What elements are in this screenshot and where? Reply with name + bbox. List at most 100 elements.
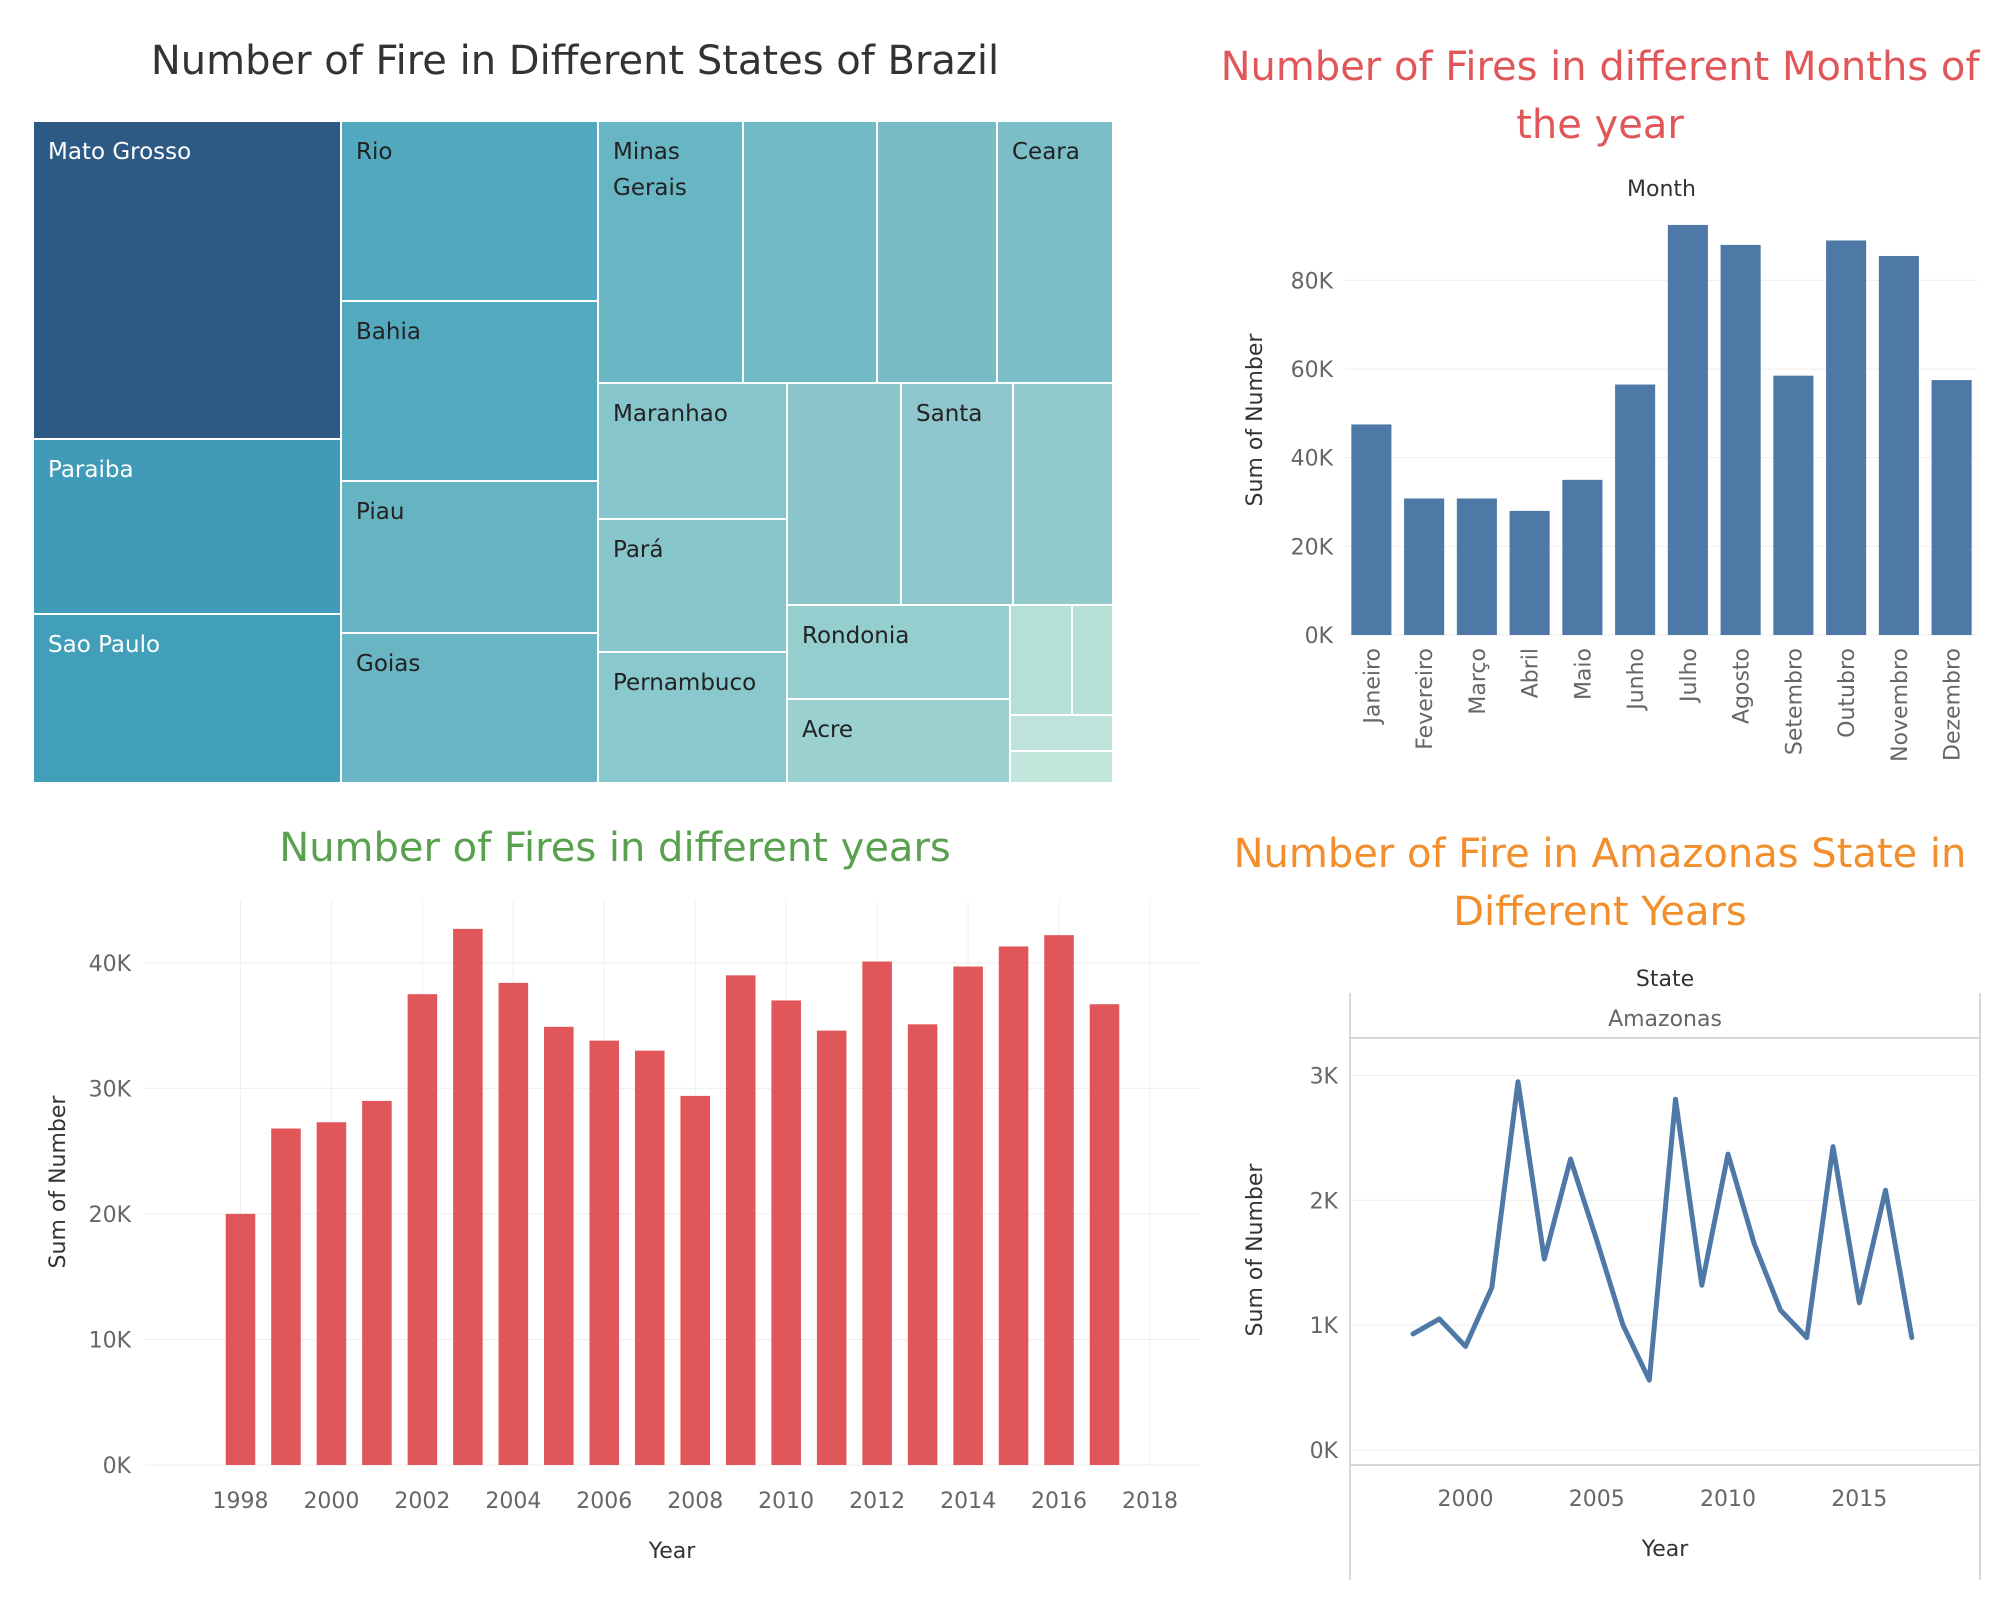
years-bar (225, 1213, 256, 1465)
treemap-cell (1071, 604, 1114, 716)
years-xlabel: Year (648, 1539, 697, 1564)
months-chart-title: Number of Fires in different Months of t… (1220, 44, 1980, 148)
treemap-cell (876, 120, 998, 384)
years-bar (544, 1026, 574, 1465)
amazonas-ytick-label: 1K (1310, 1314, 1339, 1339)
months-xtick-label: Dezembro (1941, 648, 1966, 761)
months-ytick-label: 20K (1291, 535, 1334, 560)
months-xtick-label: Outubro (1835, 648, 1860, 738)
treemap-label: Minas Gerais (613, 139, 687, 201)
treemap-label: Rondonia (802, 623, 909, 649)
amazonas-ylabel: Sum of Number (1243, 1163, 1268, 1337)
months-ytick-label: 40K (1291, 447, 1334, 472)
treemap-label: Pernambuco (613, 670, 756, 696)
months-bar (1878, 255, 1919, 636)
treemap-label: Piau (356, 499, 404, 525)
treemap-label: Sao Paulo (48, 632, 160, 658)
years-xtick-label: 2004 (485, 1489, 541, 1514)
years-bar (680, 1095, 711, 1465)
years-ytick-label: 20K (89, 1203, 132, 1228)
months-ylabel: Sum of Number (1243, 333, 1268, 507)
months-bar (1720, 244, 1761, 635)
amazonas-panel-label: Amazonas (1608, 1007, 1722, 1032)
years-bar (953, 966, 983, 1465)
months-xtick-label: Julho (1677, 648, 1702, 704)
treemap-cell (597, 518, 788, 653)
months-bar (1931, 380, 1972, 635)
years-ylabel: Sum of Number (46, 1095, 71, 1269)
months-chart: Month 0K 20K 40K 60K 80K Janeiro Fevereiro Março… (1243, 177, 1978, 762)
treemap-label: Pará (613, 537, 663, 563)
treemap-cell (597, 382, 788, 520)
years-bar (271, 1128, 301, 1465)
months-ytick-label: 0K (1305, 624, 1334, 649)
years-xtick-label: 2006 (576, 1489, 632, 1514)
treemap-cell (1009, 604, 1073, 716)
years-bar (362, 1100, 392, 1465)
years-bar (725, 975, 756, 1465)
years-bar (862, 961, 892, 1465)
months-bar (1773, 375, 1814, 635)
treemap-cell (786, 698, 1011, 784)
years-bar (1044, 935, 1074, 1465)
years-bar (998, 946, 1029, 1465)
amazonas-xlabel: Year (1641, 1537, 1690, 1562)
treemap-label-line: Minas (613, 139, 680, 165)
months-bar (1456, 498, 1497, 635)
treemap-cell (32, 120, 342, 440)
years-xtick-label: 2014 (940, 1489, 996, 1514)
treemap-cell (1009, 750, 1114, 784)
years-bar (816, 1030, 847, 1465)
treemap-label: Rio (356, 139, 392, 165)
treemap-label: Bahia (356, 319, 421, 345)
amazonas-ytick-label: 2K (1310, 1189, 1339, 1214)
treemap-cell (1012, 382, 1114, 606)
treemap-cell (786, 604, 1011, 700)
years-bar (589, 1040, 620, 1465)
months-xtick-label: Fevereiro (1413, 648, 1438, 750)
months-xtick-label: Setembro (1782, 648, 1807, 755)
years-ytick-label: 10K (89, 1328, 132, 1353)
treemap-cell (340, 632, 599, 784)
amazonas-xtick-label: 2015 (1831, 1487, 1887, 1512)
years-bar (498, 982, 529, 1465)
months-bar (1509, 510, 1550, 635)
months-xtick-label: Janeiro (1360, 648, 1385, 726)
years-xtick-label: 2008 (667, 1489, 723, 1514)
years-chart: 1998 2000 2002 2004 2006 2008 2010 2012 2014 2016… (46, 900, 1200, 1564)
amazonas-ytick-label: 3K (1310, 1064, 1339, 1089)
months-bar (1667, 224, 1708, 635)
years-bar (453, 928, 483, 1465)
years-xtick-label: 2010 (758, 1489, 814, 1514)
treemap-cell (340, 300, 599, 482)
months-bar (1562, 479, 1603, 635)
years-bar (1089, 1004, 1120, 1465)
years-chart-title: Number of Fires in different years (279, 825, 951, 871)
months-xtick-label: Abril (1519, 648, 1544, 698)
months-xtick-label: Maio (1571, 648, 1596, 700)
months-bar (1615, 384, 1656, 635)
years-bar (771, 1000, 801, 1465)
years-ytick-label: 40K (89, 952, 132, 977)
amazonas-chart-title: Number of Fire in Amazonas State in Diff… (1233, 831, 1967, 935)
treemap-label: Ceara (1012, 139, 1080, 165)
months-bar (1404, 498, 1445, 635)
treemap-cell (786, 382, 902, 606)
amazonas-ytick-label: 0K (1310, 1439, 1339, 1464)
months-ytick-label: 80K (1291, 269, 1334, 294)
years-xtick-label: 1998 (212, 1489, 268, 1514)
treemap: Mato Grosso Paraiba Sao Paulo Rio Bahia Piau G… (32, 120, 1114, 784)
years-bar (634, 1050, 665, 1465)
years-xtick-label: 2002 (394, 1489, 450, 1514)
amazonas-xtick-label: 2000 (1438, 1487, 1494, 1512)
years-bar (907, 1024, 938, 1465)
months-bar (1351, 424, 1392, 635)
treemap-cell (996, 120, 1114, 384)
months-xtick-label: Junho (1624, 648, 1649, 712)
months-xtick-label: Novembro (1888, 648, 1913, 762)
amazonas-series-line (1410, 1079, 1915, 1383)
years-bar (407, 994, 438, 1465)
years-ytick-label: 0K (103, 1454, 132, 1479)
treemap-cell (742, 120, 878, 384)
years-xtick-label: 2016 (1031, 1489, 1087, 1514)
